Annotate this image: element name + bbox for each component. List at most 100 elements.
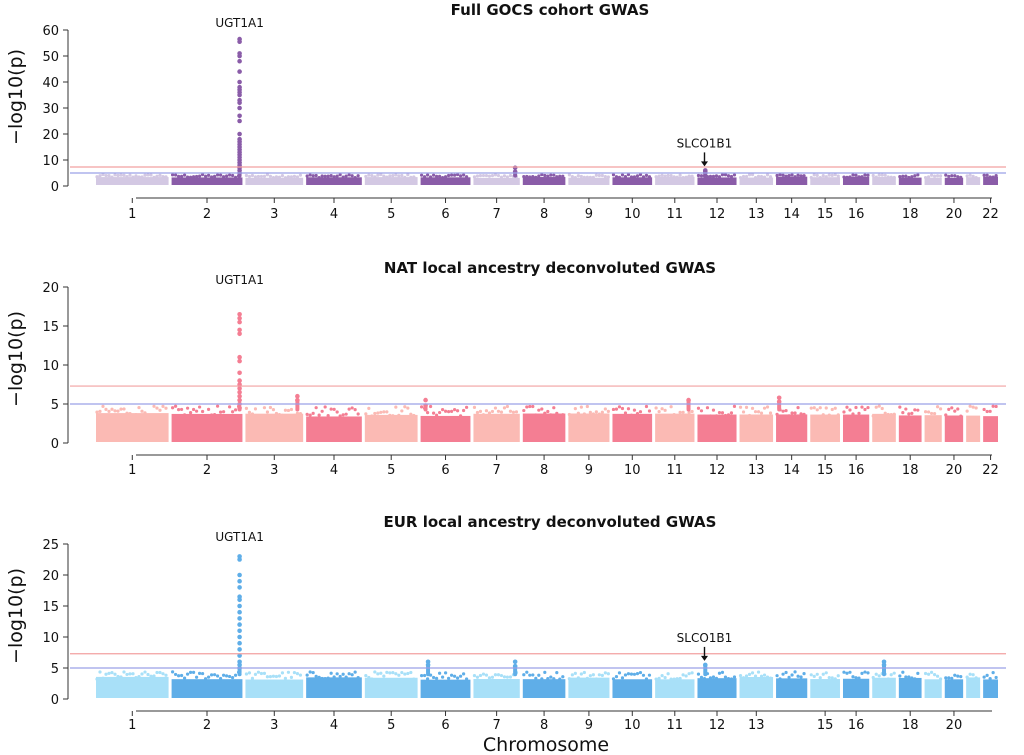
chromosome-4-points bbox=[305, 670, 362, 698]
chromosome-label: 8 bbox=[540, 207, 548, 222]
snp-point bbox=[119, 173, 123, 177]
snp-point bbox=[597, 173, 601, 178]
snp-point bbox=[851, 675, 855, 679]
snp-point bbox=[490, 174, 495, 178]
snp-band bbox=[306, 177, 362, 185]
snp-point bbox=[863, 407, 867, 412]
snp-point bbox=[122, 670, 126, 674]
snp-band bbox=[697, 678, 737, 698]
panel-nat: NAT local ancestry deconvoluted GWAS −lo… bbox=[5, 259, 1006, 478]
snp-point bbox=[579, 672, 583, 676]
snp-point bbox=[317, 176, 321, 180]
snp-point bbox=[461, 173, 466, 177]
chromosome-7-points bbox=[472, 404, 520, 442]
snp-point bbox=[277, 674, 282, 678]
snp-point bbox=[425, 411, 430, 415]
snp-point bbox=[626, 407, 631, 411]
snp-point bbox=[308, 413, 312, 417]
snp-point bbox=[866, 405, 870, 410]
chromosome-15-points bbox=[809, 406, 840, 442]
snp-point bbox=[756, 174, 761, 178]
peak-point bbox=[237, 578, 242, 584]
snp-point bbox=[149, 674, 153, 678]
snp-point bbox=[883, 411, 887, 415]
gene-annotation-UGT1A1: UGT1A1 bbox=[215, 530, 263, 544]
snp-point bbox=[827, 413, 831, 417]
snp-point bbox=[412, 413, 416, 418]
snp-point bbox=[638, 173, 643, 177]
peak-chr11 bbox=[686, 397, 691, 412]
snp-point bbox=[320, 676, 324, 681]
snp-point bbox=[932, 411, 937, 416]
snp-band bbox=[966, 415, 981, 442]
snp-point bbox=[443, 175, 448, 179]
snp-point bbox=[230, 410, 235, 414]
snp-point bbox=[821, 672, 825, 676]
chromosome-21-points bbox=[965, 672, 981, 698]
snp-point bbox=[262, 406, 267, 410]
snp-point bbox=[555, 175, 559, 179]
snp-point bbox=[472, 673, 477, 678]
snp-point bbox=[632, 175, 637, 179]
snp-point bbox=[799, 412, 803, 416]
chromosome-label: 12 bbox=[709, 463, 726, 478]
snp-point bbox=[182, 413, 187, 417]
snp-point bbox=[603, 174, 607, 179]
snp-point bbox=[247, 174, 252, 179]
snp-point bbox=[809, 673, 813, 677]
snp-point bbox=[632, 672, 637, 676]
snp-point bbox=[991, 671, 995, 675]
snp-point bbox=[711, 408, 716, 412]
snp-point bbox=[298, 173, 303, 177]
snp-point bbox=[549, 675, 553, 679]
snp-point bbox=[848, 175, 852, 179]
chromosome-16-points bbox=[842, 173, 870, 185]
snp-point bbox=[332, 675, 336, 679]
y-tick-label: 60 bbox=[42, 24, 59, 39]
snp-point bbox=[614, 675, 619, 679]
snp-point bbox=[455, 409, 460, 413]
peak-point bbox=[423, 404, 428, 409]
snp-point bbox=[256, 174, 261, 179]
snp-point bbox=[194, 409, 199, 413]
chromosome-label: 13 bbox=[748, 207, 765, 222]
snp-point bbox=[988, 676, 992, 681]
snp-band bbox=[810, 177, 840, 185]
snp-point bbox=[738, 405, 743, 409]
snp-point bbox=[815, 408, 819, 412]
peak-point bbox=[237, 319, 242, 325]
snp-point bbox=[991, 404, 995, 408]
snp-point bbox=[101, 404, 105, 408]
snp-point bbox=[916, 671, 920, 675]
snp-point bbox=[857, 411, 861, 415]
snp-point bbox=[950, 676, 954, 680]
chromosome-11-points bbox=[654, 173, 695, 185]
peak-point bbox=[237, 634, 242, 640]
snp-point bbox=[543, 670, 547, 674]
snp-point bbox=[898, 405, 902, 409]
snp-point bbox=[534, 175, 538, 179]
snp-point bbox=[458, 174, 463, 178]
snp-point bbox=[268, 405, 273, 410]
snp-point bbox=[910, 676, 914, 680]
peak-point bbox=[237, 315, 242, 321]
snp-point bbox=[259, 414, 264, 418]
snp-point bbox=[364, 673, 368, 678]
chromosome-label: 18 bbox=[902, 718, 919, 733]
chromosome-label: 22 bbox=[982, 207, 999, 222]
snp-point bbox=[95, 175, 99, 179]
snp-band bbox=[983, 176, 998, 185]
y-tick-label: 20 bbox=[42, 569, 59, 584]
snp-point bbox=[128, 672, 132, 676]
snp-point bbox=[558, 174, 562, 178]
chromosome-6-points bbox=[419, 172, 471, 185]
snp-band bbox=[966, 677, 981, 698]
snp-point bbox=[848, 408, 852, 412]
snp-point bbox=[699, 174, 704, 178]
snp-point bbox=[286, 408, 291, 413]
snp-point bbox=[729, 174, 734, 179]
snp-point bbox=[765, 675, 770, 679]
snp-point bbox=[818, 406, 822, 410]
snp-band bbox=[898, 677, 922, 698]
snp-point bbox=[830, 173, 834, 178]
